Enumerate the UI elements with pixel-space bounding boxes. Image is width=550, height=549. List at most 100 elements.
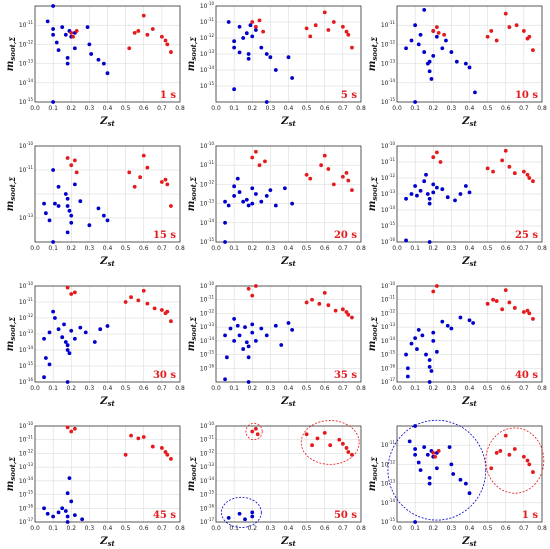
- data-point: [405, 374, 410, 379]
- data-point: [449, 462, 454, 467]
- data-point: [65, 156, 70, 160]
- y-tick-label: 10-15: [19, 490, 34, 499]
- data-point: [467, 190, 472, 195]
- x-tick-label: 0.8: [356, 105, 366, 112]
- data-point: [223, 240, 227, 244]
- data-point: [67, 351, 72, 356]
- x-tick-label: 0.2: [428, 105, 438, 112]
- y-tick-label: 10-12: [19, 313, 34, 322]
- y-tick-label: 10-11: [200, 295, 215, 304]
- data-point: [243, 325, 247, 330]
- y-tick-label: 10-11: [19, 435, 34, 444]
- data-point: [415, 347, 419, 351]
- x-tick-label: 0.0: [30, 105, 40, 112]
- y-tick-label: 10-11: [381, 440, 396, 449]
- data-point: [413, 23, 418, 28]
- y-tick-label: 10-14: [200, 218, 215, 227]
- data-point: [413, 520, 418, 524]
- data-point: [409, 192, 414, 196]
- highlight-circle: [221, 496, 262, 528]
- y-axis-label: msoot,Σ: [186, 457, 198, 492]
- data-point: [159, 34, 164, 39]
- y-tick-label: 10-15: [200, 81, 215, 90]
- x-tick-label: 0.4: [465, 525, 475, 532]
- data-point: [241, 347, 246, 351]
- x-axis-label: Zst: [99, 256, 115, 268]
- data-point: [453, 198, 457, 203]
- time-label: 30 s: [153, 370, 176, 381]
- data-point: [322, 153, 327, 158]
- data-point: [308, 176, 313, 181]
- data-point: [65, 61, 70, 66]
- data-point: [53, 316, 57, 320]
- data-point: [331, 20, 336, 24]
- x-tick-label: 0.4: [465, 245, 475, 252]
- data-point: [69, 429, 74, 434]
- data-point: [165, 452, 170, 457]
- data-point: [42, 336, 46, 341]
- data-point: [65, 520, 70, 524]
- data-point: [60, 335, 65, 340]
- data-point: [51, 32, 56, 37]
- time-label: 1 s: [160, 90, 176, 101]
- y-tick-label: 10-13: [381, 479, 396, 488]
- plot-frame: [34, 285, 181, 383]
- data-point: [434, 150, 439, 155]
- y-axis-label: msoot,Σ: [5, 177, 17, 212]
- data-point: [438, 160, 443, 164]
- data-point: [527, 34, 532, 39]
- x-tick-label: 0.6: [320, 525, 330, 532]
- data-point: [253, 192, 258, 196]
- data-point: [65, 204, 70, 208]
- data-point: [71, 34, 75, 39]
- data-point: [507, 452, 512, 457]
- data-point: [232, 39, 237, 44]
- x-tick-label: 0.7: [157, 385, 167, 392]
- y-tick-label: 10-13: [381, 189, 396, 198]
- data-point: [346, 312, 351, 317]
- y-tick-label: 10-17: [200, 517, 215, 526]
- data-point: [92, 340, 97, 344]
- data-point: [404, 238, 408, 243]
- data-point: [163, 177, 168, 182]
- data-point: [458, 192, 463, 196]
- data-point: [308, 34, 313, 39]
- x-tick-label: 0.0: [211, 385, 221, 392]
- data-point: [150, 444, 155, 449]
- data-point: [433, 454, 437, 459]
- x-axis-label: Zst: [280, 536, 296, 548]
- data-point: [418, 468, 423, 473]
- plot-frame: [396, 285, 543, 383]
- x-tick-label: 0.7: [157, 245, 167, 252]
- highlight-circle: [485, 427, 545, 494]
- data-point: [404, 196, 408, 201]
- data-point: [56, 510, 61, 515]
- y-tick-label: 10-13: [381, 59, 396, 68]
- y-tick-label: 10-15: [19, 97, 34, 106]
- data-point: [63, 32, 68, 37]
- time-label: 25 s: [515, 230, 538, 241]
- data-point: [232, 45, 237, 50]
- data-point: [431, 155, 436, 160]
- data-point: [525, 172, 530, 177]
- data-point: [244, 31, 249, 36]
- y-axis-label: msoot,Σ: [5, 37, 17, 72]
- data-point: [65, 230, 70, 235]
- data-point: [101, 61, 106, 66]
- data-point: [67, 208, 72, 213]
- x-tick-label: 0.0: [30, 525, 40, 532]
- data-point: [279, 343, 284, 347]
- y-tick-label: 10-14: [200, 476, 215, 485]
- data-point: [322, 10, 327, 15]
- data-point: [244, 197, 249, 202]
- x-tick-label: 0.8: [175, 385, 185, 392]
- data-point: [53, 201, 57, 206]
- x-tick-label: 0.6: [320, 105, 330, 112]
- time-label: 1 s: [522, 510, 538, 521]
- data-point: [454, 59, 459, 64]
- data-point: [527, 311, 532, 316]
- data-point: [404, 352, 408, 357]
- data-point: [431, 338, 436, 343]
- y-axis-label: msoot,Σ: [367, 177, 379, 212]
- y-tick-label: 10-12: [200, 448, 215, 457]
